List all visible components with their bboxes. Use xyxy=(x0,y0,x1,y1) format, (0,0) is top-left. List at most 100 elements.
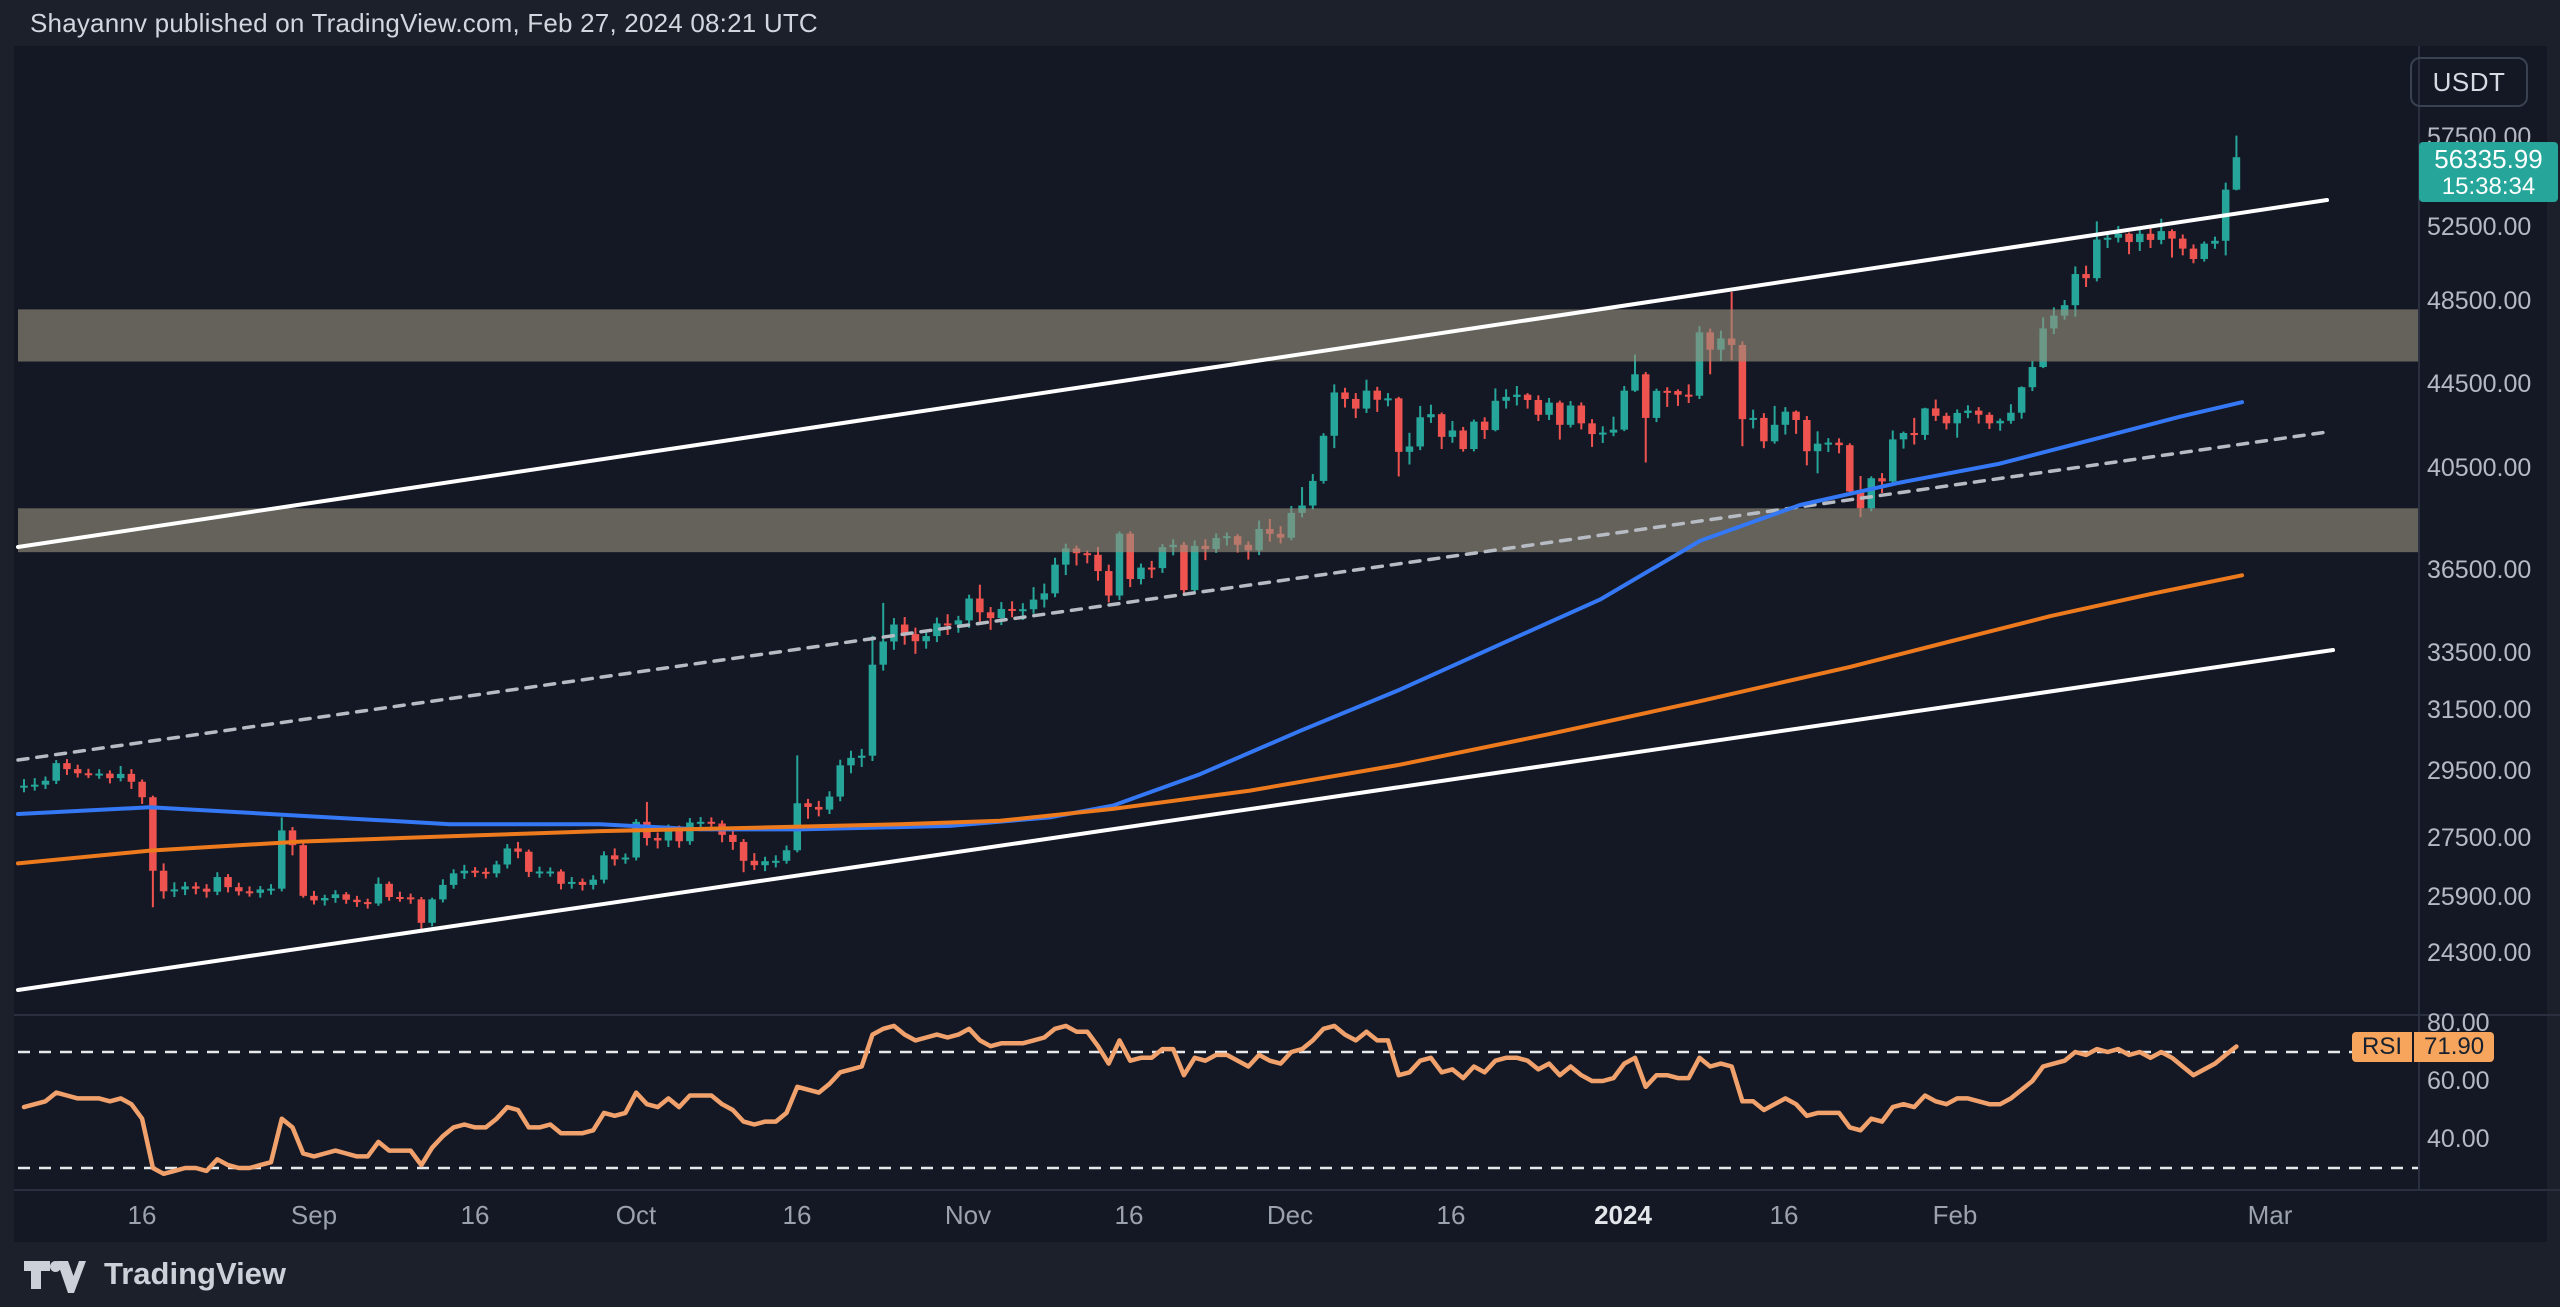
candle-body xyxy=(2103,237,2112,240)
candle-body xyxy=(299,845,307,896)
candle-body xyxy=(868,664,877,756)
price-zone[interactable] xyxy=(18,508,2419,553)
candle-body xyxy=(2232,157,2241,190)
price-axis-label: 33500.00 xyxy=(2427,639,2532,667)
candle-body xyxy=(1147,567,1156,570)
candle-body xyxy=(1083,553,1092,556)
candle-body xyxy=(922,636,930,642)
tradingview-footer: TradingView xyxy=(0,1242,2560,1307)
candle-body xyxy=(1319,435,1328,481)
candle-body xyxy=(1373,390,1381,400)
candle-body xyxy=(1019,609,1027,612)
candle-body xyxy=(1599,432,1607,435)
candle-body xyxy=(267,888,275,891)
candle-body xyxy=(900,624,909,635)
candle-body xyxy=(2136,233,2144,243)
candle-body xyxy=(675,827,683,842)
candle-body xyxy=(2114,233,2123,238)
candle-body xyxy=(1309,480,1317,506)
candle-body xyxy=(804,803,812,807)
candle-body xyxy=(557,871,565,884)
tradingview-brand-text[interactable]: TradingView xyxy=(104,1256,287,1291)
candle-body xyxy=(1051,564,1059,594)
candle-body xyxy=(2017,387,2026,413)
publish-attribution-text: Shayannv published on TradingView.com, F… xyxy=(30,8,818,38)
publish-header: Shayannv published on TradingView.com, F… xyxy=(0,0,2560,46)
candle-body xyxy=(363,902,372,905)
channel-midline-dashed[interactable] xyxy=(16,430,2329,762)
candle-body xyxy=(1889,439,1897,482)
candle-body xyxy=(986,612,995,619)
slow-ma-line[interactable] xyxy=(16,573,2244,866)
price-zone[interactable] xyxy=(18,309,2419,362)
time-axis-label: 16 xyxy=(1114,1200,1144,1230)
candle-body xyxy=(1126,533,1134,580)
candle-body xyxy=(1684,394,1693,397)
rsi-value-badge: RSI 71.90 xyxy=(2352,1032,2495,1062)
rsi-axis-label: 60.00 xyxy=(2427,1067,2490,1095)
candle-body xyxy=(1738,344,1747,420)
candle-body xyxy=(1931,408,1940,416)
candle-body xyxy=(1384,398,1392,401)
candle-body xyxy=(1695,332,1704,396)
candle-body xyxy=(1792,411,1800,420)
candle-body xyxy=(567,881,576,884)
candle-body xyxy=(1760,417,1768,442)
candle-body xyxy=(1405,446,1414,452)
candle-body xyxy=(1878,478,1886,482)
candle-body xyxy=(288,830,297,846)
tradingview-logo-icon[interactable] xyxy=(24,1258,86,1296)
candle-body xyxy=(589,879,597,885)
candle-body xyxy=(256,889,265,893)
candle-body xyxy=(2189,248,2198,260)
candle-body xyxy=(1491,400,1500,431)
fast-ma-line[interactable] xyxy=(16,400,2244,832)
candle-body xyxy=(1029,599,1038,610)
candle-body xyxy=(1545,402,1553,415)
price-axis-label: 29500.00 xyxy=(2427,757,2532,785)
candle-body xyxy=(535,871,544,874)
candle-body xyxy=(1104,571,1113,596)
candle-body xyxy=(192,886,200,889)
candle-body xyxy=(707,821,716,824)
candle-body xyxy=(106,773,114,779)
candle-body xyxy=(1427,414,1435,418)
candle-body xyxy=(729,834,737,842)
candle-body xyxy=(235,887,243,892)
candle-body xyxy=(1964,410,1972,413)
candles-layer xyxy=(20,135,2241,930)
candle-body xyxy=(1330,392,1339,436)
candle-body xyxy=(2028,367,2037,388)
candle-body xyxy=(739,841,748,861)
support-resistance-zones xyxy=(18,309,2419,553)
candle-body xyxy=(1631,374,1639,391)
candle-body xyxy=(1352,398,1360,409)
candle-body xyxy=(2200,243,2208,260)
candle-body xyxy=(138,781,146,798)
candle-body xyxy=(1448,430,1457,437)
candle-body xyxy=(1470,421,1478,450)
candle-body xyxy=(1115,533,1124,596)
last-price-badge: 56335.99 15:38:34 xyxy=(2419,142,2558,203)
candle-body xyxy=(1974,410,1983,415)
candle-body xyxy=(546,871,555,874)
right-gutter xyxy=(2547,46,2560,1242)
separators-layer xyxy=(14,46,2560,1191)
candle-body xyxy=(578,881,587,885)
candle-body xyxy=(1770,424,1779,442)
candle-body xyxy=(63,763,71,770)
candle-body xyxy=(815,806,823,810)
candle-body xyxy=(471,870,479,873)
time-axis-label: 16 xyxy=(1769,1200,1799,1230)
candle-body xyxy=(632,821,640,858)
candle-body xyxy=(224,877,232,888)
currency-toggle-button[interactable]: USDT xyxy=(2410,57,2528,107)
candle-body xyxy=(1480,421,1489,431)
candle-body xyxy=(1556,402,1564,425)
price-axis-label: 36500.00 xyxy=(2427,556,2532,584)
time-axis-label: 16 xyxy=(1436,1200,1466,1230)
channel-trendline[interactable] xyxy=(16,198,2329,549)
channel-trendline[interactable] xyxy=(16,648,2335,992)
chart-panel[interactable] xyxy=(14,46,2560,1242)
